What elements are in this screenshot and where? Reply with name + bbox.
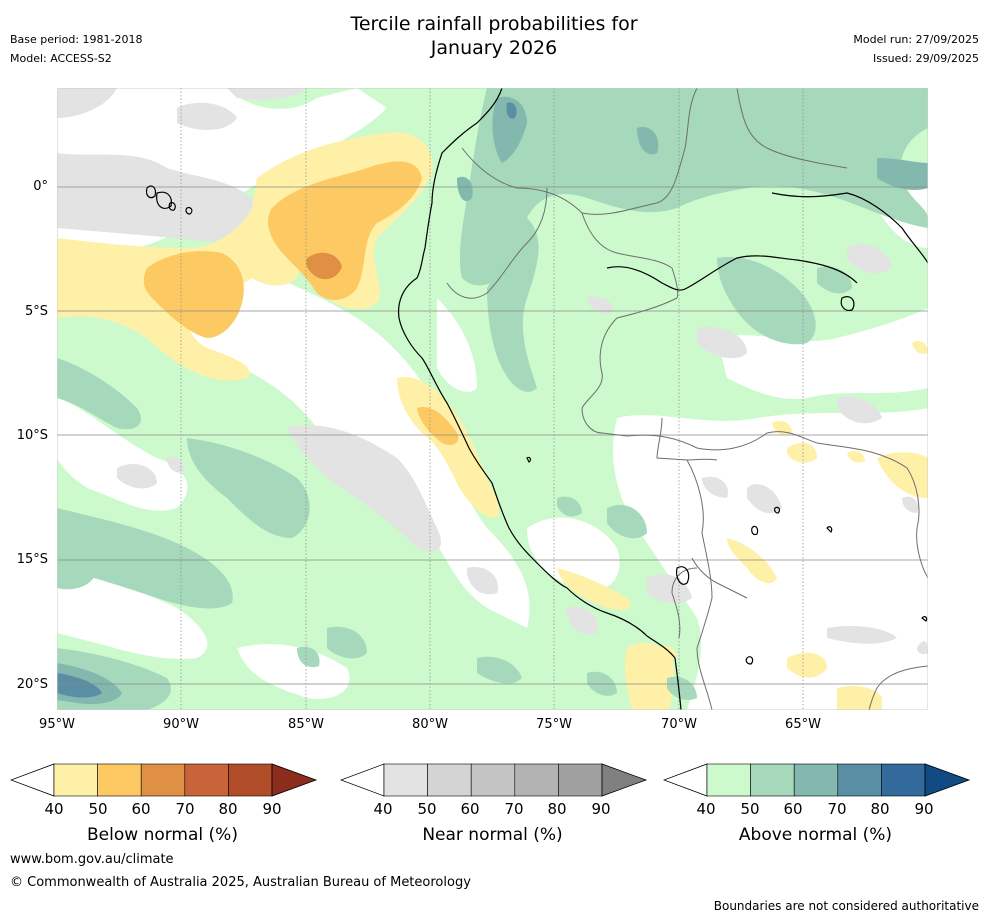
below-normal-60-70: [306, 252, 342, 280]
cbar-above-segment: [706, 763, 751, 797]
cbar-above-segment: [750, 763, 795, 797]
cbar-near-segment: [558, 763, 603, 797]
below-normal-colorbar: [10, 763, 318, 797]
cbar-near-under-triangle: [340, 763, 385, 797]
cbar-below-segment: [184, 763, 229, 797]
lon-label-75w: 75°W: [536, 717, 572, 732]
above-normal-title: Above normal (%): [738, 825, 893, 845]
lon-label-90w: 90°W: [163, 717, 199, 732]
base-period-label: Base period: 1981-2018: [10, 33, 143, 46]
website-link[interactable]: www.bom.gov.au/climate: [10, 852, 174, 867]
cbar-below-segment: [228, 763, 273, 797]
cbar-below-segment: [97, 763, 142, 797]
cbar-above-segment: [881, 763, 926, 797]
cbar-near-tick: 50: [417, 800, 437, 818]
disclaimer-text: Boundaries are not considered authoritat…: [713, 899, 979, 913]
cbar-below-over-triangle: [271, 763, 318, 797]
cbar-below-tick: 60: [131, 800, 151, 818]
cbar-near-segment: [383, 763, 428, 797]
model-run-label: Model run: 27/09/2025: [853, 33, 979, 46]
cbar-near-segment: [470, 763, 516, 797]
forecast-map: [57, 88, 928, 710]
below-normal-title: Below normal (%): [87, 825, 238, 845]
cbar-near-tick: 80: [547, 800, 567, 818]
cbar-near-segment: [427, 763, 472, 797]
lon-label-85w: 85°W: [288, 717, 324, 732]
graticule: [57, 88, 928, 710]
lon-label-95w: 95°W: [39, 717, 75, 732]
cbar-above-tick: 40: [696, 800, 716, 818]
cbar-below-tick: 90: [262, 800, 282, 818]
cbar-below-tick: 40: [44, 800, 64, 818]
cbar-below-tick: 70: [175, 800, 195, 818]
title-line-1: Tercile rainfall probabilities for: [350, 13, 638, 35]
cbar-above-tick: 70: [827, 800, 847, 818]
cbar-near-tick: 60: [460, 800, 480, 818]
lon-label-65w: 65°W: [785, 717, 821, 732]
lat-label-20s: 20°S: [16, 677, 48, 692]
cbar-below-segment: [53, 763, 98, 797]
cbar-near-tick: 90: [591, 800, 611, 818]
cbar-near-segment: [514, 763, 559, 797]
cbar-above-under-triangle: [663, 763, 708, 797]
near-normal-title: Near normal (%): [422, 825, 563, 845]
lon-label-80w: 80°W: [412, 717, 448, 732]
above-normal-colorbar: [663, 763, 971, 797]
lat-label-15s: 15°S: [16, 552, 48, 567]
cbar-above-tick: 50: [740, 800, 760, 818]
cbar-near-tick: 40: [373, 800, 393, 818]
lat-label-5s: 5°S: [24, 304, 48, 319]
cbar-below-tick: 50: [88, 800, 108, 818]
cbar-below-under-triangle: [10, 763, 55, 797]
cbar-near-over-triangle: [601, 763, 648, 797]
lat-label-0: 0°: [33, 179, 48, 194]
country-borders: [446, 88, 928, 710]
above-normal-70-80: [57, 102, 517, 698]
copyright-text: © Commonwealth of Australia 2025, Austra…: [10, 875, 471, 890]
lon-label-70w: 70°W: [661, 717, 697, 732]
issued-label: Issued: 29/09/2025: [872, 52, 979, 65]
near-normal-colorbar: [340, 763, 648, 797]
cbar-above-segment: [793, 763, 839, 797]
cbar-below-tick: 80: [218, 800, 238, 818]
below-normal-50-60: [143, 161, 459, 445]
coastlines: [145, 88, 928, 710]
cbar-above-tick: 60: [783, 800, 803, 818]
cbar-above-segment: [837, 763, 882, 797]
cbar-near-tick: 70: [504, 800, 524, 818]
cbar-below-segment: [140, 763, 186, 797]
lat-label-10s: 10°S: [16, 428, 48, 443]
cbar-above-over-triangle: [924, 763, 971, 797]
cbar-above-tick: 80: [870, 800, 890, 818]
model-label: Model: ACCESS-S2: [10, 52, 112, 65]
title-line-2: January 2026: [430, 37, 558, 59]
map-title: Tercile rainfall probabilities for Janua…: [0, 12, 988, 60]
near-normal-areas: [57, 88, 928, 655]
cbar-above-tick: 90: [914, 800, 934, 818]
